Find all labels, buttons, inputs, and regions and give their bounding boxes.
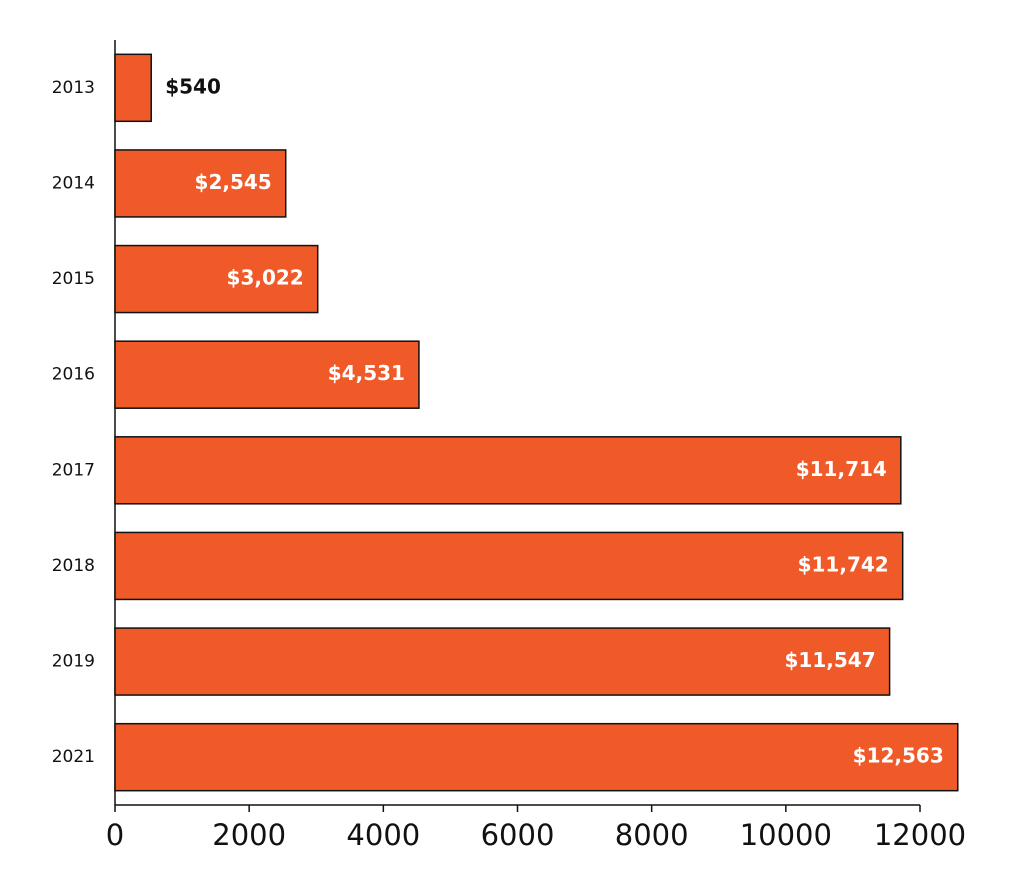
bar — [114, 340, 420, 409]
value-label: $3,022 — [227, 266, 304, 290]
bar — [114, 53, 152, 123]
x-tick-label: 0 — [106, 818, 124, 852]
bar — [114, 531, 904, 601]
bar — [114, 436, 902, 505]
y-tick-label: 2013 — [52, 78, 95, 98]
y-tick-label: 2018 — [52, 556, 95, 576]
y-tick-label: 2014 — [52, 173, 95, 193]
value-label: $2,545 — [195, 170, 272, 194]
x-tick-label: 10000 — [740, 818, 832, 852]
value-label: $540 — [165, 74, 221, 98]
value-label: $4,531 — [328, 361, 405, 385]
y-tick-label: 2017 — [52, 460, 95, 480]
bar — [114, 149, 287, 218]
value-label: $11,547 — [785, 648, 876, 672]
y-tick-label: 2016 — [52, 365, 95, 385]
bar — [114, 627, 891, 696]
x-tick-label: 12000 — [874, 818, 966, 852]
x-tick-label: 2000 — [212, 818, 286, 852]
bar — [114, 722, 959, 792]
value-label: $12,563 — [853, 744, 944, 768]
bar — [114, 244, 319, 314]
x-tick-label: 8000 — [615, 818, 689, 852]
y-tick-label: 2019 — [52, 652, 95, 672]
value-label: $11,742 — [798, 552, 889, 576]
x-tick-label: 4000 — [346, 818, 420, 852]
y-tick-label: 2021 — [52, 747, 95, 767]
x-tick-label: 6000 — [481, 818, 555, 852]
y-tick-label: 2015 — [52, 269, 95, 289]
value-label: $11,714 — [796, 457, 887, 481]
